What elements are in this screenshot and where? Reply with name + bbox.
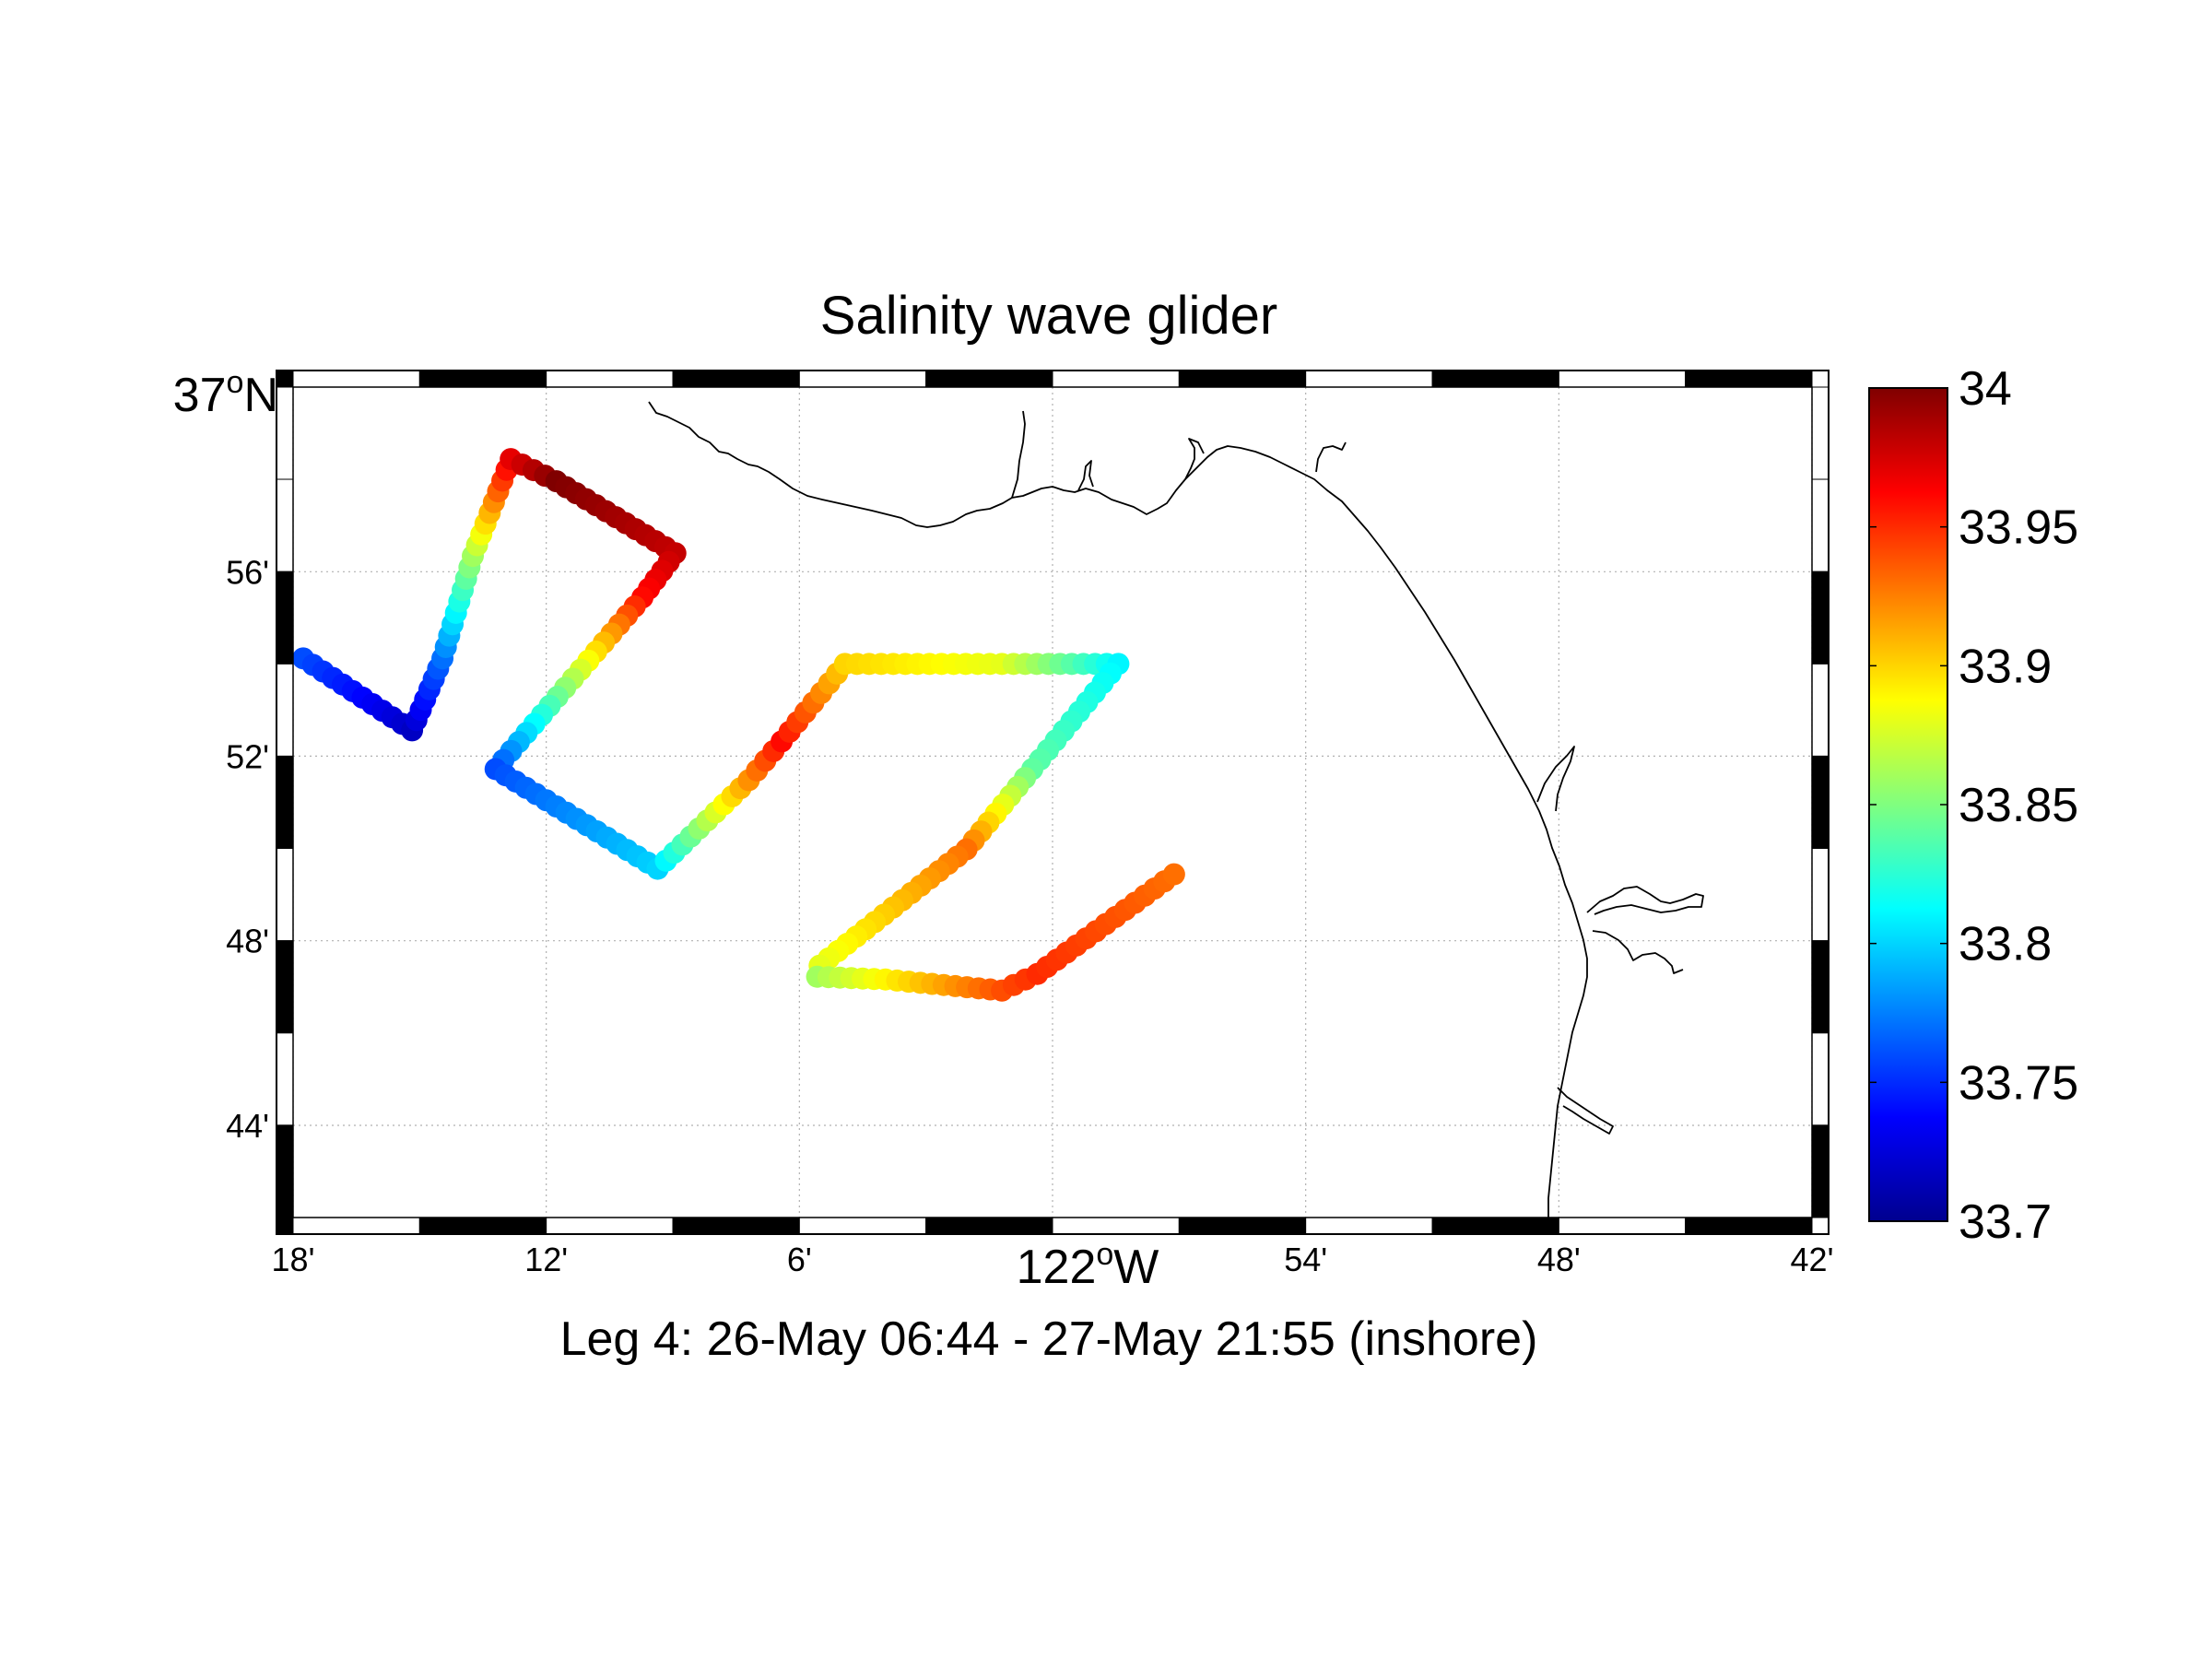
y-tick-label: 52' [226, 737, 269, 775]
frame-segment-top [798, 370, 927, 388]
coastline-monterey-wharf [1557, 1087, 1614, 1135]
plot-outline [292, 386, 1813, 1218]
x-tick-label: 6' [787, 1241, 812, 1278]
frame-segment-bottom [276, 1217, 294, 1235]
frame-segment-top [672, 370, 800, 388]
frame-segment-left [276, 940, 294, 1034]
glider-track [293, 448, 1185, 1002]
frame-outline [276, 370, 1830, 1235]
frame-segment-bottom [1052, 1217, 1180, 1235]
colorbar-tick-label: 33.95 [1959, 501, 2078, 555]
colorbar-tick-label: 33.8 [1959, 918, 2052, 971]
frame-segment-top [1811, 370, 1830, 388]
x-tick-label: 12' [524, 1241, 568, 1278]
x-tick-labels: 18' 12' 6' 54' 48' 42' [272, 1241, 1834, 1278]
y-tick-label: 48' [226, 923, 269, 960]
x-tick-label: 54' [1284, 1241, 1327, 1278]
coastline-creek-1 [1011, 410, 1026, 499]
frame-segment-left [276, 663, 294, 757]
colorbar-tick-label: 33.85 [1959, 779, 2078, 832]
frame-segment-bottom [1305, 1217, 1433, 1235]
coastline-salinas-river [1592, 930, 1684, 974]
frame-segment-right [1811, 755, 1830, 849]
x-axis-degree-value: 122 [1017, 1241, 1097, 1294]
coastline-creek-4 [1315, 441, 1347, 473]
coastline-santa-cruz [648, 401, 1588, 1218]
frame-segment-top [1052, 370, 1180, 388]
frame-segment-bottom [418, 1217, 547, 1235]
frame-segment-top [1431, 370, 1559, 388]
y-tick-labels: 44' 48' 52' 56' [226, 553, 269, 1145]
map-frame [276, 370, 1830, 1235]
frame-segment-top [418, 370, 547, 388]
frame-segment-left [276, 847, 294, 942]
frame-segment-top [925, 370, 1053, 388]
frame-segment-right [1811, 1124, 1830, 1218]
x-tick-label: 42' [1791, 1241, 1834, 1278]
x-tick-label: 48' [1537, 1241, 1581, 1278]
frame-segment-left [276, 1124, 294, 1218]
frame-segment-top [1305, 370, 1433, 388]
frame-segment-top [1178, 370, 1307, 388]
x-axis-hemisphere: W [1113, 1241, 1159, 1294]
coastline-creek-2 [1077, 460, 1094, 491]
frame-segment-bottom [1178, 1217, 1307, 1235]
coastline-creek-3 [1184, 438, 1205, 480]
frame-segment-bottom [925, 1217, 1053, 1235]
coastline [648, 401, 1704, 1218]
frame-segment-right [1811, 478, 1830, 572]
frame-segment-bottom [798, 1217, 927, 1235]
frame-segment-bottom [1558, 1217, 1687, 1235]
chart-title: Salinity wave glider [820, 286, 1277, 346]
y-axis-hemisphere: N [243, 369, 278, 422]
frame-segment-bottom [672, 1217, 800, 1235]
frame-segment-top [1558, 370, 1687, 388]
frame-segment-top [292, 370, 420, 388]
y-tick-label: 44' [226, 1107, 269, 1145]
frame-segment-right [1811, 663, 1830, 757]
frame-segment-bottom [1685, 1217, 1813, 1235]
colorbar-tick-label: 33.75 [1959, 1056, 2078, 1110]
frame-segment-top [546, 370, 674, 388]
frame-segment-right [1811, 571, 1830, 665]
colorbar-tick-label: 33.9 [1959, 640, 2052, 693]
frame-segment-left [276, 755, 294, 849]
colorbar-tick-label: 33.7 [1959, 1195, 2052, 1249]
frame-segment-top [1685, 370, 1813, 388]
y-axis-degree-value: 37 [173, 369, 227, 422]
frame-segment-left [276, 571, 294, 665]
frame-segment-left [276, 1032, 294, 1126]
frame-segment-bottom [292, 1217, 420, 1235]
y-tick-label: 56' [226, 553, 269, 591]
x-tick-label: 18' [272, 1241, 315, 1278]
frame-segment-bottom [1811, 1217, 1830, 1235]
frame-segment-left [276, 478, 294, 572]
colorbar-tick-label: 34 [1959, 362, 2012, 416]
colorbar-ticks: 34 33.95 33.9 33.85 33.8 33.75 33.7 [1869, 362, 2078, 1249]
x-axis-degree-symbol: o [1096, 1237, 1113, 1272]
colorbar [1868, 387, 1948, 1222]
x-axis-label: 122oW [1017, 1237, 1159, 1294]
frame-segment-bottom [1431, 1217, 1559, 1235]
frame-segment-top [276, 370, 294, 388]
leg-subtitle: Leg 4: 26-May 06:44 - 27-May 21:55 (insh… [560, 1312, 1538, 1366]
frame-segment-bottom [546, 1217, 674, 1235]
y-axis-top-label: 37oN [173, 365, 278, 422]
frame-segment-right [1811, 1032, 1830, 1126]
frame-segment-right [1811, 847, 1830, 942]
track-point [1162, 863, 1185, 886]
coastline-elkhorn-slough [1586, 886, 1704, 915]
coastline-pajaro-river [1536, 746, 1575, 812]
frame-segment-right [1811, 940, 1830, 1034]
y-axis-degree-symbol: o [227, 365, 244, 400]
